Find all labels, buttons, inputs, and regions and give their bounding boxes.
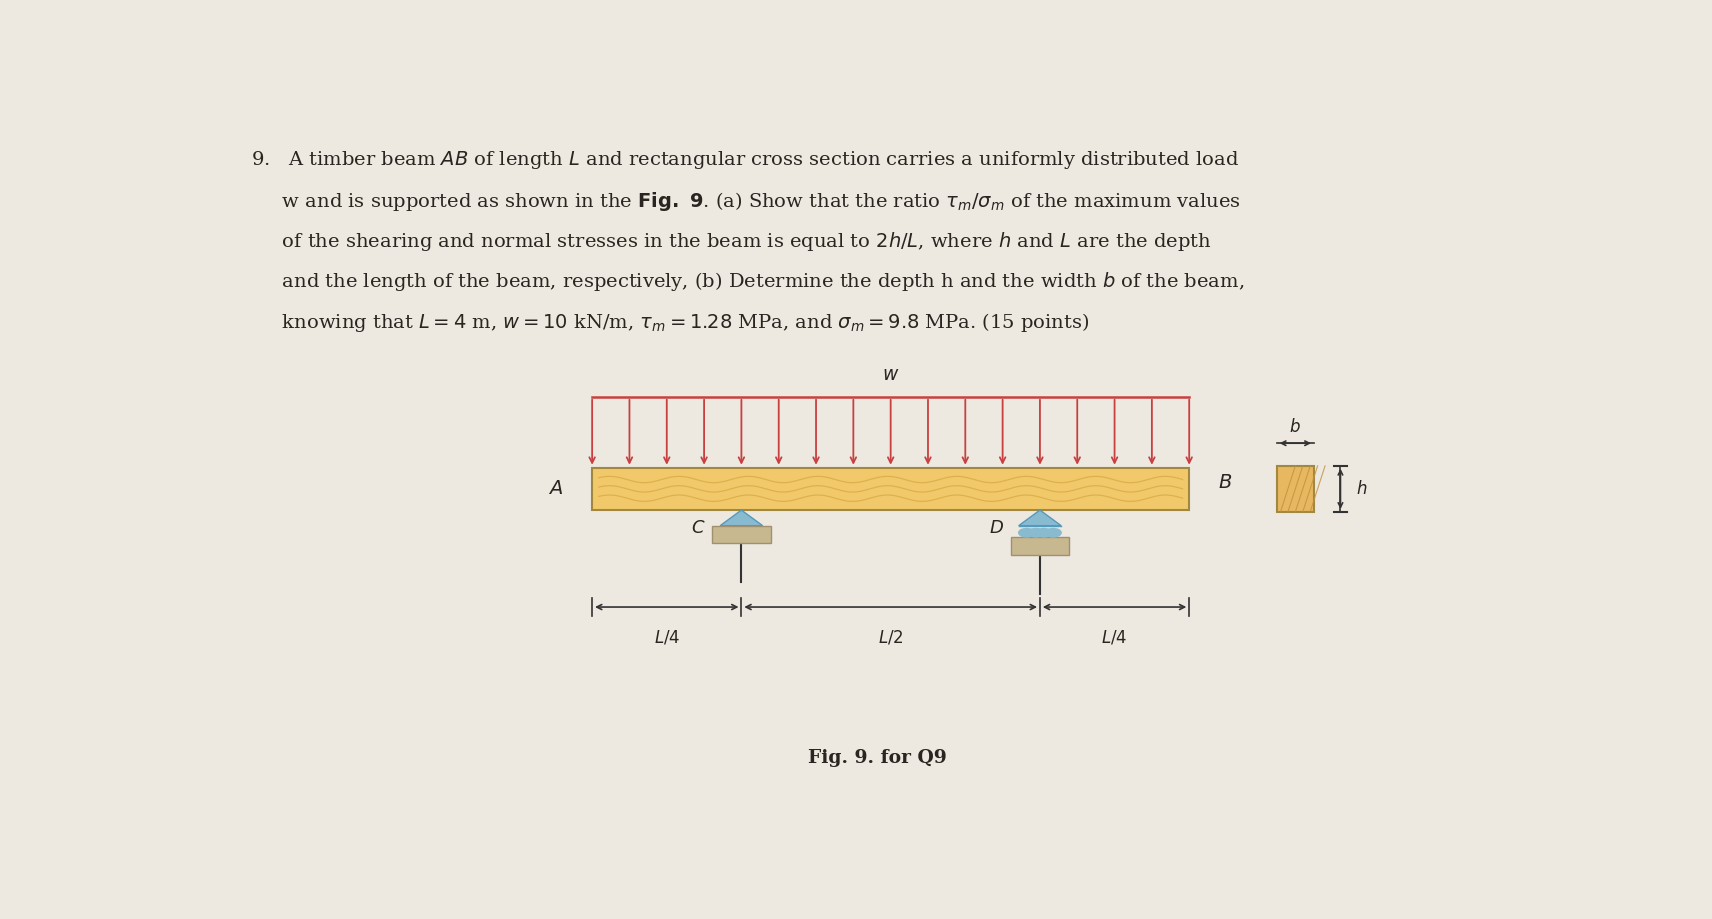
Circle shape [1036, 528, 1051, 537]
Text: $L/2$: $L/2$ [878, 629, 904, 646]
Circle shape [1046, 528, 1061, 537]
Text: and the length of the beam, respectively, (b) Determine the depth h and the widt: and the length of the beam, respectively… [252, 270, 1245, 293]
Polygon shape [1019, 510, 1061, 526]
Text: $L/4$: $L/4$ [654, 629, 680, 646]
Text: of the shearing and normal stresses in the beam is equal to $2h/L$, where $\it{h: of the shearing and normal stresses in t… [252, 230, 1212, 253]
Text: 9.   A timber beam $\it{AB}$ of length $\it{L}$ and rectangular cross section ca: 9. A timber beam $\it{AB}$ of length $\i… [252, 149, 1239, 171]
Text: $C$: $C$ [692, 518, 705, 537]
Bar [1010, 537, 1068, 555]
Circle shape [1027, 528, 1044, 537]
Text: $B$: $B$ [1219, 474, 1233, 493]
Text: Fig. 9. for Q9: Fig. 9. for Q9 [808, 749, 947, 766]
Text: w and is supported as shown in the $\bf{Fig.\ 9}$. (a) Show that the ratio $\tau: w and is supported as shown in the $\bf{… [252, 189, 1241, 212]
Text: $w$: $w$ [882, 366, 899, 384]
Bar [592, 468, 1190, 510]
Bar [1277, 466, 1313, 512]
Bar [712, 526, 770, 543]
Text: $A$: $A$ [548, 480, 563, 498]
Text: $D$: $D$ [990, 518, 1005, 537]
Polygon shape [721, 510, 762, 526]
Text: knowing that $L = 4$ m, $w = 10$ kN/m, $\tau_{m} = 1.28$ MPa, and $\sigma_{m} = : knowing that $L = 4$ m, $w = 10$ kN/m, $… [252, 311, 1089, 334]
Circle shape [1019, 528, 1034, 537]
Text: $b$: $b$ [1289, 418, 1301, 437]
Text: $L/4$: $L/4$ [1101, 629, 1128, 646]
Text: $h$: $h$ [1356, 480, 1368, 498]
